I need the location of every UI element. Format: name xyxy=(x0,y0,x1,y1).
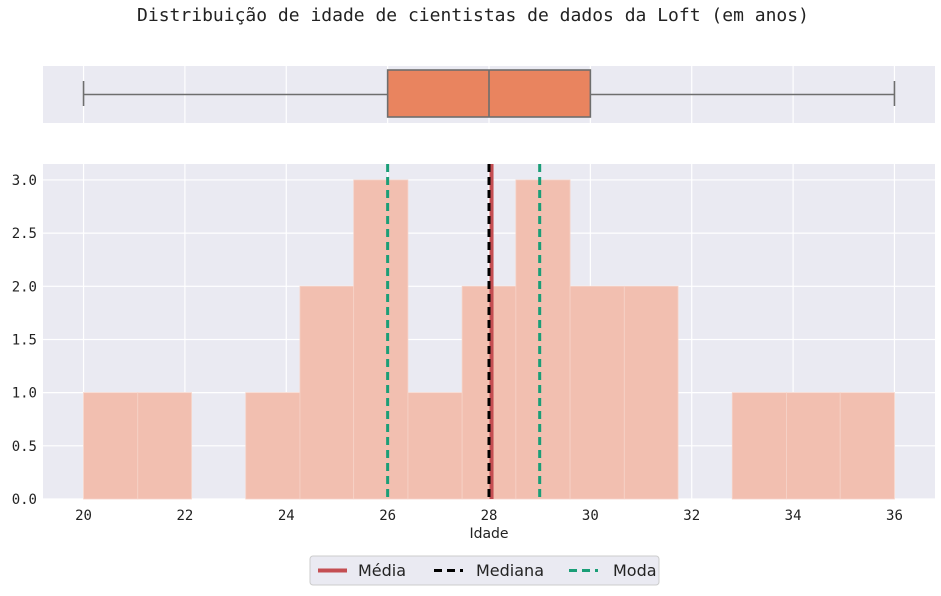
x-tick-label: 30 xyxy=(582,508,599,524)
histogram-bar xyxy=(839,392,895,500)
legend-box xyxy=(309,555,660,586)
histogram-bar xyxy=(731,392,787,500)
legend-label-moda: Moda xyxy=(613,561,657,580)
y-axis-ticks: 0.0 0.5 1.0 1.5 2.0 2.5 3.0 xyxy=(12,173,37,508)
histogram-bar xyxy=(515,179,571,500)
histogram-bar xyxy=(137,392,192,500)
x-tick-label: 26 xyxy=(379,508,396,524)
histogram-bar xyxy=(623,285,679,500)
histogram-bar xyxy=(353,179,409,500)
y-tick-label: 2.5 xyxy=(12,226,37,242)
histogram-bar xyxy=(299,285,355,500)
legend-label-mediana: Mediana xyxy=(476,561,544,580)
x-tick-label: 22 xyxy=(176,508,193,524)
x-tick-label: 32 xyxy=(683,508,700,524)
x-tick-label: 20 xyxy=(75,508,92,524)
histogram-bar xyxy=(569,285,625,500)
x-axis-ticks: 20 22 24 26 28 30 32 34 36 xyxy=(75,508,903,524)
x-axis-label: Idade xyxy=(469,526,508,542)
y-tick-label: 3.0 xyxy=(12,173,37,189)
chart-title: Distribuição de idade de cientistas de d… xyxy=(137,5,809,26)
y-tick-label: 0.0 xyxy=(12,492,37,508)
y-tick-label: 0.5 xyxy=(12,439,37,455)
y-tick-label: 1.0 xyxy=(12,386,37,402)
y-tick-label: 2.0 xyxy=(12,279,37,295)
x-tick-label: 36 xyxy=(886,508,903,524)
y-tick-label: 1.5 xyxy=(12,332,37,348)
x-tick-label: 28 xyxy=(481,508,498,524)
histogram-bar xyxy=(786,392,841,500)
reference-lines xyxy=(386,164,542,499)
histogram-bar xyxy=(245,392,301,500)
x-tick-label: 34 xyxy=(785,508,802,524)
histogram-bar xyxy=(83,392,139,500)
x-tick-label: 24 xyxy=(278,508,295,524)
legend-label-media: Média xyxy=(358,561,406,580)
histogram-bar xyxy=(407,392,463,500)
legend: Média Mediana Moda xyxy=(309,555,660,586)
boxplot xyxy=(82,69,896,118)
